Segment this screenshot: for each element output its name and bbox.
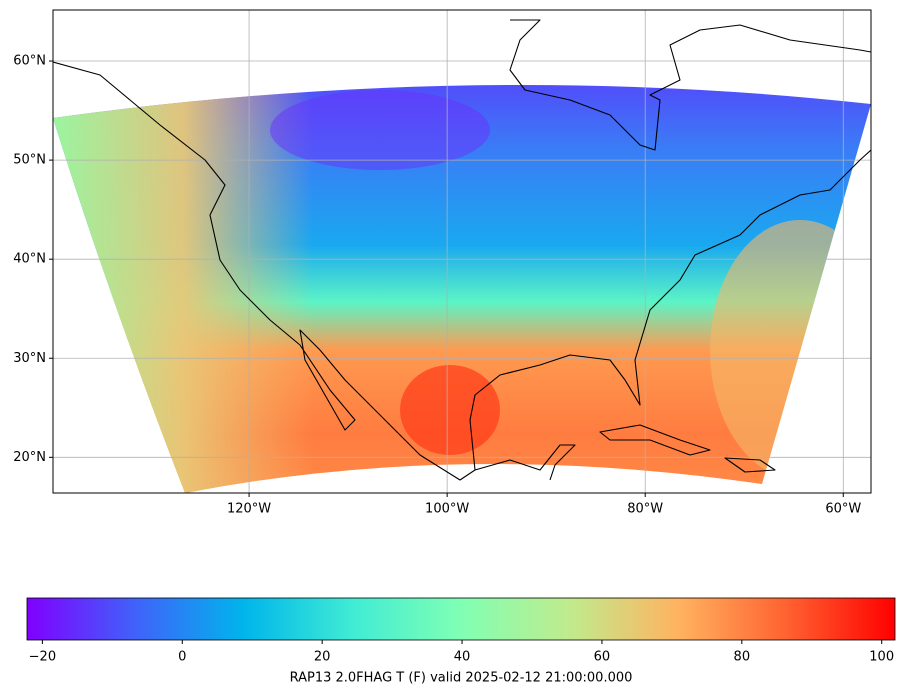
- map-frame: [52, 9, 872, 494]
- lat-tick-label: 30°N: [13, 351, 46, 366]
- colorbar-tick-label: 0: [178, 650, 186, 665]
- lon-tick-label: 60°W: [825, 502, 861, 517]
- colorbar-tick-label: 40: [454, 650, 471, 665]
- lat-tick-label: 40°N: [13, 252, 46, 267]
- colorbar-tick-label: 80: [734, 650, 751, 665]
- colorbar-tick-label: −20: [29, 650, 56, 665]
- colorbar-ticks: −20 0 20 40 60 80 100: [29, 640, 894, 665]
- map-ticks: 120°W 100°W 80°W 60°W 20°N 30°N 40°N 50°N 60°N: [13, 54, 861, 517]
- coastline: [53, 61, 871, 481]
- lat-tick-label: 20°N: [13, 450, 46, 465]
- colorbar-tick-label: 60: [594, 650, 611, 665]
- lon-tick-label: 120°W: [227, 502, 271, 517]
- cuba: [599, 424, 711, 456]
- temperature-field: [53, 85, 871, 493]
- coastline: [509, 19, 871, 151]
- hispaniola: [724, 457, 776, 473]
- lon-tick-label: 100°W: [425, 502, 469, 517]
- lat-tick-label: 60°N: [13, 54, 46, 69]
- map-area: [53, 10, 871, 493]
- lon-tick-label: 80°W: [627, 502, 663, 517]
- lat-tick-label: 50°N: [13, 153, 46, 168]
- colorbar-tick-label: 20: [314, 650, 331, 665]
- colorbar-label: RAP13 2.0FHAG T (F) valid 2025-02-12 21:…: [290, 671, 633, 686]
- colorbar-tick-label: 100: [869, 650, 894, 665]
- graticule: [53, 10, 871, 493]
- colorbar: [26, 597, 896, 641]
